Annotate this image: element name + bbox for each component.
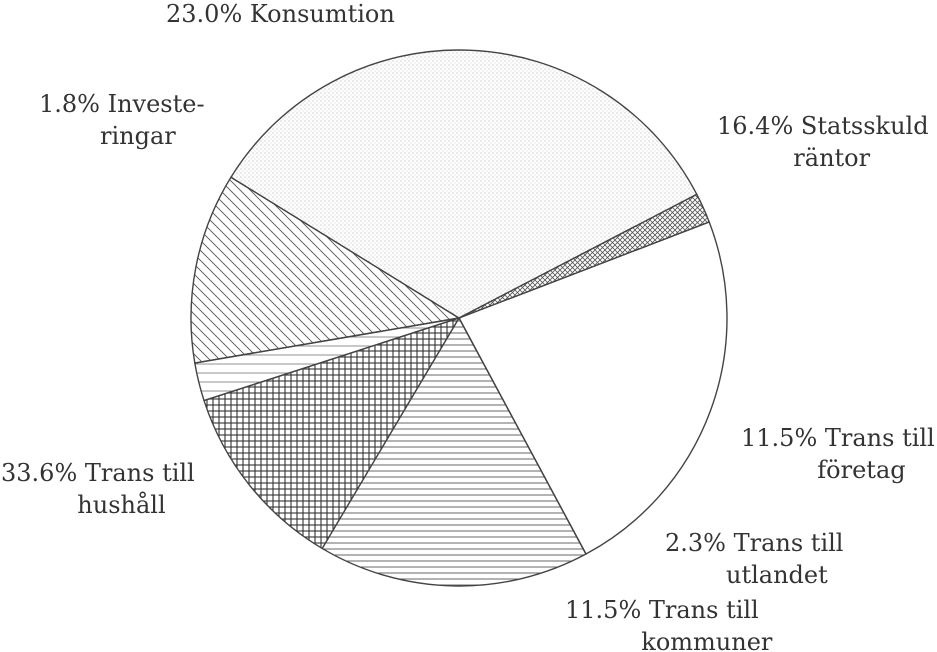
- pie-slice-konsumtion: [458, 221, 728, 555]
- slice-label-trans-till-utlandet: 2.3% Trans till utlandet: [665, 529, 843, 589]
- slice-label-line: 1.8% Investe-: [39, 90, 205, 118]
- slice-label-line: utlandet: [726, 561, 828, 589]
- slice-label-statsskuld-rantor: 16.4% Statsskuld räntor: [717, 112, 929, 172]
- pie-slice-statsskuld-rantor: [321, 316, 587, 587]
- slice-label-trans-till-kommuner: 11.5% Trans till kommuner: [565, 596, 773, 652]
- slice-label-line: företag: [817, 456, 905, 484]
- slice-label-line: 11.5% Trans till: [741, 424, 935, 452]
- slice-label-trans-till-foretag: 11.5% Trans till företag: [741, 424, 935, 484]
- pie-slice-investeringar: [458, 193, 711, 319]
- slice-label-line: kommuner: [641, 628, 773, 652]
- pie-slice-trans-till-hushall: [229, 49, 698, 319]
- slice-label-line: 2.3% Trans till: [665, 529, 843, 557]
- pie-slice-trans-till-foretag: [203, 316, 461, 550]
- slice-label-line: 33.6% Trans till: [1, 459, 195, 487]
- slice-label-trans-till-hushall: 33.6% Trans till hushåll: [1, 459, 195, 519]
- slice-label-line: räntor: [793, 144, 870, 172]
- slice-label-line: hushåll: [77, 490, 165, 519]
- slice-label-line: 16.4% Statsskuld: [717, 112, 929, 140]
- slice-label-line: 23.0% Konsumtion: [166, 0, 395, 28]
- slice-label-konsumtion: 23.0% Konsumtion: [166, 0, 395, 28]
- slice-label-line: 11.5% Trans till: [565, 596, 759, 624]
- slice-label-line: ringar: [100, 122, 176, 150]
- pie-slice-trans-till-kommuner: [190, 176, 461, 364]
- slice-label-investeringar: 1.8% Investe-ringar: [39, 90, 205, 150]
